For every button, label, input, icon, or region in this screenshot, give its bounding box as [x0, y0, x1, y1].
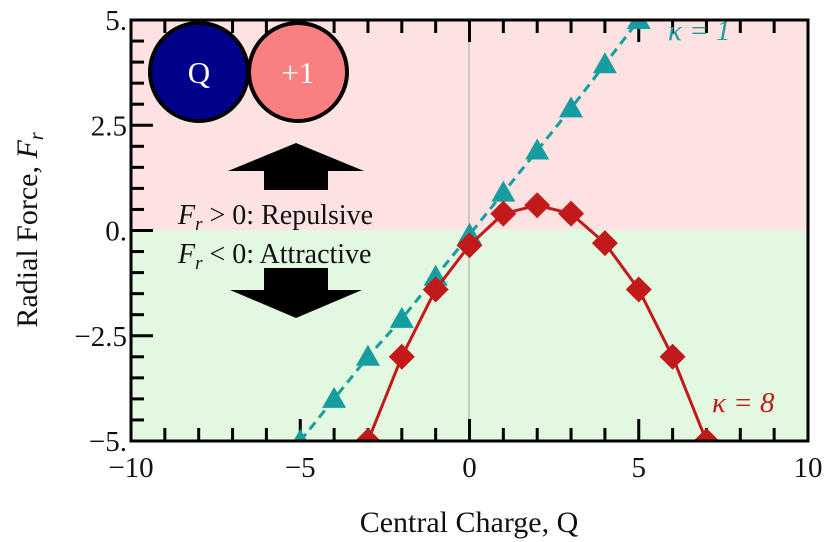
kappa-1-point [592, 52, 617, 74]
kappa-1-point [322, 386, 347, 408]
y-tick-label: 0. [105, 216, 127, 248]
kappa-1-point [355, 344, 380, 366]
charge-circles: Q +1 [148, 21, 349, 123]
kappa-1-line [299, 20, 640, 441]
kappa-8-point [693, 428, 720, 441]
kappa-8-point [354, 428, 381, 441]
y-tick-label: 2.5 [91, 110, 127, 142]
series-layer [293, 20, 720, 441]
circle-plus-one-label: +1 [282, 55, 315, 90]
repulsive-annotation: Fr > 0: Repulsive [177, 200, 373, 235]
kappa-1-point [293, 429, 308, 441]
y-tick-label: −2.5 [74, 321, 127, 353]
x-tick-label: 10 [794, 452, 823, 484]
kappa-1-point [525, 138, 550, 160]
kappa-8-point [456, 232, 483, 259]
y-axis-label: Radial Force, Fr [11, 132, 48, 327]
circle-q-label: Q [188, 55, 210, 90]
kappa-1-point [491, 180, 516, 202]
kappa-8-point [388, 343, 415, 370]
kappa-8-point [625, 276, 652, 303]
y-tick-label: 5. [105, 5, 127, 37]
circle-plus-one [247, 21, 349, 123]
plot-frame [129, 18, 810, 443]
y-tick-label: −5. [89, 426, 127, 458]
arrow-down-icon [230, 268, 362, 318]
x-tick-label: −5 [285, 452, 316, 484]
kappa-8-point [659, 343, 686, 370]
x-tick-label: 5 [632, 452, 647, 484]
x-tick-label: 0 [462, 452, 477, 484]
arrow-up-icon [228, 143, 364, 190]
kappa-1-point [559, 96, 584, 118]
tick-labels: −10 −5 0 5 10 −5. −2.5 0. 2.5 5. [74, 5, 822, 484]
x-tick-label: −10 [108, 452, 153, 484]
kappa-8-point [524, 192, 551, 219]
kappa-8-point [558, 200, 585, 227]
kappa-8-label: κ = 8 [712, 387, 775, 419]
attractive-annotation: Fr < 0: Attractive [177, 239, 372, 274]
kappa-8-point [591, 230, 618, 257]
kappa-1-point [389, 306, 414, 328]
kappa-1-point [626, 20, 651, 29]
x-axis-label: Central Charge, Q [360, 506, 579, 539]
kappa-8-point [490, 200, 517, 227]
kappa-8-point [422, 276, 449, 303]
